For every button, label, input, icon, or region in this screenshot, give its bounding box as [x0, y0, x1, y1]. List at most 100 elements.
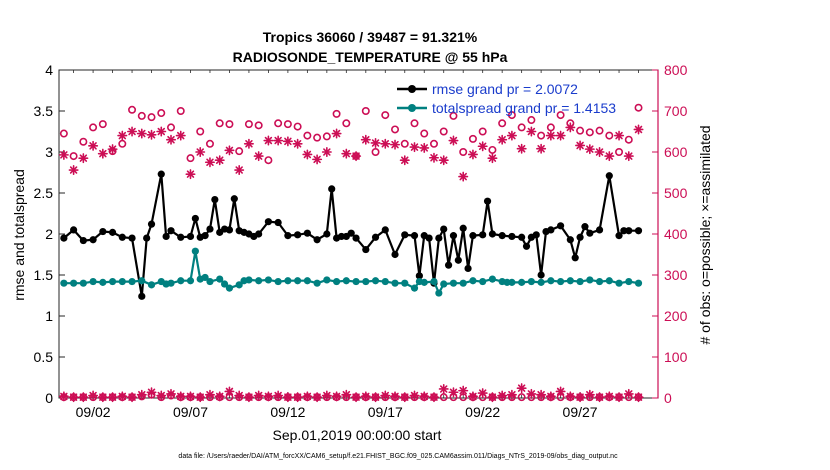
- asterisk-stroke: [498, 135, 506, 144]
- totalspread-point: [201, 273, 209, 282]
- obs-baseline-assimilated-point: [107, 392, 118, 403]
- rmse-point: [118, 233, 126, 241]
- obs-possible-point: [225, 120, 234, 129]
- totalspread-point: [449, 279, 458, 287]
- obs-possible-point: [332, 109, 341, 118]
- asterisk-stroke: [264, 392, 273, 401]
- obs-assimilated-point: [302, 149, 313, 160]
- obs-possible-point: [410, 119, 419, 128]
- rmse-point: [571, 254, 579, 262]
- asterisk-stroke: [167, 390, 175, 398]
- obs-baseline-assimilated-point: [390, 391, 401, 402]
- rmse-point: [225, 226, 234, 234]
- rmse-point: [255, 230, 263, 238]
- chart-subtitle: RADIOSONDE_TEMPERATURE @ 55 hPa: [233, 49, 508, 65]
- obs-baseline-assimilated-point: [438, 383, 449, 394]
- totalspread-point: [313, 279, 321, 287]
- rmse-point: [479, 231, 487, 239]
- totalspread-point: [60, 279, 68, 287]
- rmse-point: [89, 236, 97, 244]
- obs-possible-point: [537, 131, 546, 140]
- asterisk-stroke: [634, 125, 643, 134]
- totalspread-point: [576, 277, 584, 286]
- obs-baseline-assimilated-point: [195, 392, 206, 403]
- rmse-point: [557, 222, 565, 230]
- asterisk-stroke: [362, 135, 370, 144]
- obs-assimilated-point: [234, 165, 245, 176]
- rmse-point: [128, 234, 136, 242]
- asterisk-stroke: [488, 393, 497, 401]
- right-axis-label: # of obs: o=possible; ×=assimilated: [697, 125, 713, 344]
- obs-assimilated-point: [584, 144, 595, 155]
- rmse-point: [191, 214, 199, 223]
- obs-assimilated-point: [312, 154, 323, 165]
- asterisk-stroke: [576, 141, 584, 150]
- left-tick-label: 0: [45, 390, 53, 406]
- obs-possible-point: [498, 119, 507, 128]
- rmse-point: [162, 232, 170, 241]
- rmse-point: [147, 220, 156, 228]
- obs-baseline-assimilated-point: [351, 392, 362, 403]
- asterisk-stroke: [352, 393, 360, 401]
- asterisk-stroke: [537, 144, 545, 153]
- obs-possible-point: [235, 147, 244, 156]
- asterisk-stroke: [566, 392, 575, 401]
- obs-baseline-assimilated-point: [409, 390, 420, 401]
- asterisk-stroke: [342, 390, 351, 399]
- obs-baseline-assimilated-point: [78, 392, 89, 403]
- asterisk-stroke: [595, 393, 604, 401]
- rmse-point: [483, 197, 492, 205]
- obs-baseline-assimilated-point: [487, 392, 498, 403]
- rmse-point: [323, 230, 331, 238]
- rmse-point: [522, 242, 531, 250]
- obs-baseline-assimilated-point: [68, 392, 79, 403]
- obs-possible-point: [527, 116, 536, 125]
- rmse-point: [576, 233, 584, 241]
- asterisk-stroke: [186, 392, 195, 401]
- asterisk-stroke: [625, 390, 633, 398]
- asterisk-stroke: [108, 393, 117, 401]
- obs-assimilated-point: [321, 147, 332, 157]
- obs-assimilated-point: [526, 126, 537, 137]
- obs-baseline-assimilated-point: [243, 392, 254, 403]
- obs-baseline-assimilated-point: [88, 390, 99, 401]
- asterisk-stroke: [99, 393, 107, 401]
- totalspread-point: [410, 284, 419, 292]
- obs-baseline-assimilated-point: [214, 391, 225, 402]
- asterisk-stroke: [362, 392, 370, 401]
- obs-assimilated-point: [175, 130, 186, 141]
- totalspread-point: [323, 276, 331, 284]
- obs-baseline-assimilated-point: [224, 386, 235, 397]
- rmse-point: [440, 225, 448, 233]
- rmse-point: [532, 231, 540, 239]
- asterisk-stroke: [517, 144, 526, 153]
- totalspread-point: [430, 277, 438, 286]
- rmse-point: [157, 170, 165, 178]
- asterisk-stroke: [225, 387, 234, 396]
- rmse-point: [435, 234, 443, 242]
- asterisk-stroke: [215, 392, 224, 401]
- right-tick-label: 400: [664, 226, 688, 242]
- obs-possible-point: [576, 126, 585, 135]
- left-tick-label: 1: [45, 308, 53, 324]
- obs-assimilated-point: [156, 126, 167, 137]
- asterisk-stroke: [410, 143, 419, 151]
- asterisk-stroke: [488, 154, 497, 162]
- obs-possible-point: [517, 123, 526, 132]
- right-tick-label: 0: [664, 390, 672, 406]
- asterisk-stroke: [556, 131, 565, 140]
- asterisk-stroke: [449, 388, 458, 397]
- rmse-point: [615, 232, 623, 240]
- obs-baseline-assimilated-point: [575, 392, 586, 403]
- obs-assimilated-point: [614, 130, 625, 141]
- asterisk-stroke: [303, 392, 312, 401]
- asterisk-stroke: [313, 393, 321, 401]
- x-tick-label: 09/22: [465, 404, 500, 420]
- totalspread-point: [118, 277, 126, 286]
- obs-possible-point: [293, 122, 302, 131]
- asterisk-stroke: [547, 131, 555, 140]
- rmse-point: [274, 218, 282, 227]
- obs-baseline-assimilated-point: [360, 391, 371, 402]
- left-axis-label: rmse and totalspread: [11, 169, 27, 301]
- obs-assimilated-point: [127, 126, 138, 137]
